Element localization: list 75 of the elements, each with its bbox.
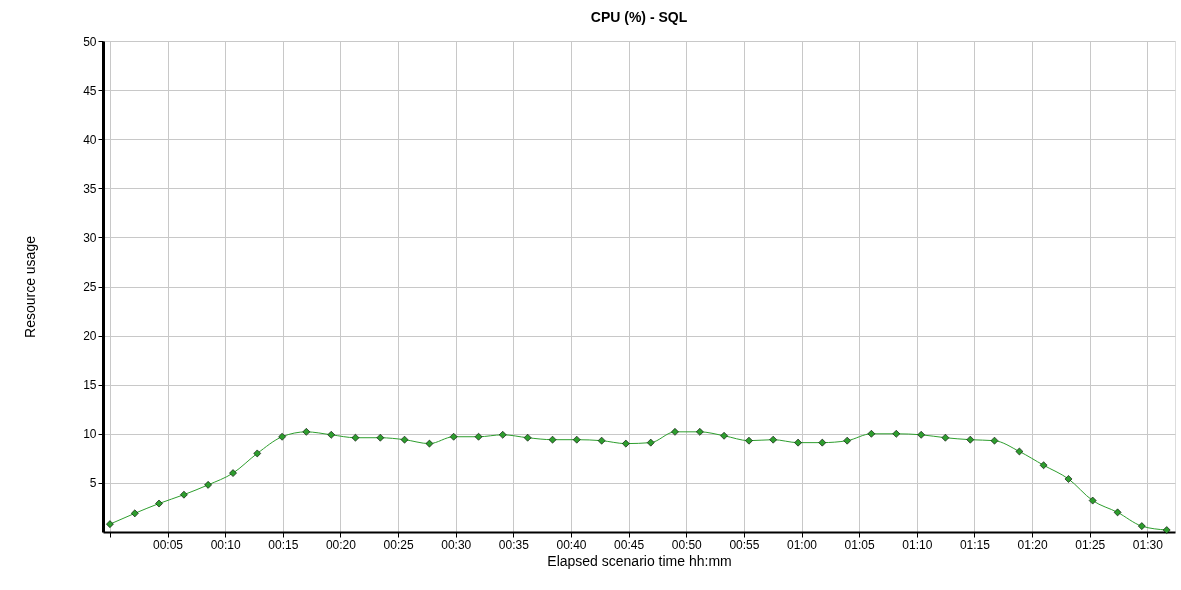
point (400, 435, 409, 444)
point (867, 429, 876, 438)
x-tick-label: 00:25 (383, 537, 414, 552)
x-tick-label: 01:00 (787, 537, 818, 552)
y-tick-label: 15 (83, 378, 97, 393)
point (671, 428, 679, 436)
y-tick-label: 20 (83, 329, 97, 344)
point (523, 433, 532, 442)
x-axis-title: Elapsed scenario time hh:mm (547, 552, 732, 569)
x-tick-label: 01:15 (959, 537, 991, 552)
point (1015, 447, 1024, 456)
point (229, 469, 237, 477)
point (180, 490, 188, 499)
point (106, 520, 114, 528)
point (990, 436, 999, 445)
point (597, 436, 606, 445)
point (155, 499, 163, 508)
point (917, 430, 926, 439)
x-tick-label: 00:20 (325, 537, 357, 552)
point (966, 435, 975, 444)
point (449, 432, 458, 441)
point (327, 430, 336, 439)
x-tick-label: 00:55 (729, 537, 760, 552)
chart-title: CPU (%) - SQL (590, 9, 688, 25)
x-tick-label: 00:35 (498, 537, 530, 552)
x-tick-label: 00:15 (268, 537, 299, 552)
x-tick-label: 00:05 (153, 537, 184, 552)
x-tick-label: 00:40 (556, 537, 587, 552)
point (843, 436, 852, 445)
x-tick-label: 01:10 (902, 537, 933, 552)
point (941, 433, 950, 442)
point (1039, 461, 1048, 470)
point (769, 435, 778, 444)
y-tick-label: 30 (83, 230, 97, 245)
point (498, 430, 507, 439)
point (1113, 508, 1122, 517)
point (130, 509, 139, 518)
point (794, 438, 802, 447)
point (1064, 475, 1073, 483)
x-tick-label: 00:30 (441, 537, 472, 552)
y-tick-label: 35 (83, 181, 97, 196)
x-tick-label: 00:50 (671, 537, 703, 552)
point (1162, 526, 1171, 534)
point (204, 481, 212, 489)
point (696, 428, 704, 436)
y-tick-label: 5 (89, 476, 97, 491)
y-tick-label: 40 (83, 132, 97, 147)
x-tick-label: 01:05 (844, 537, 875, 552)
point (818, 438, 827, 447)
y-tick-label: 25 (83, 280, 97, 294)
point (745, 436, 753, 445)
point (425, 439, 434, 448)
point (351, 433, 360, 442)
point (302, 428, 311, 436)
y-tick-label: 45 (83, 83, 97, 98)
point (253, 449, 262, 458)
x-tick-label: 00:10 (210, 537, 242, 552)
point (548, 435, 557, 444)
point (622, 439, 630, 448)
x-tick-label: 01:20 (1017, 537, 1048, 552)
y-tick-label: 10 (83, 427, 97, 442)
point (892, 429, 901, 438)
y-axis-title: Resource usage (22, 235, 39, 338)
point (646, 438, 655, 447)
y-tick-label: 50 (83, 34, 97, 49)
point (1137, 522, 1146, 530)
point (1088, 496, 1097, 505)
x-tick-label: 01:25 (1075, 537, 1106, 552)
point (720, 431, 728, 440)
point (376, 433, 385, 442)
point (474, 432, 483, 441)
x-tick-label: 01:30 (1132, 537, 1164, 552)
x-tick-label: 00:45 (614, 537, 645, 552)
point (572, 435, 581, 444)
point (278, 432, 286, 441)
